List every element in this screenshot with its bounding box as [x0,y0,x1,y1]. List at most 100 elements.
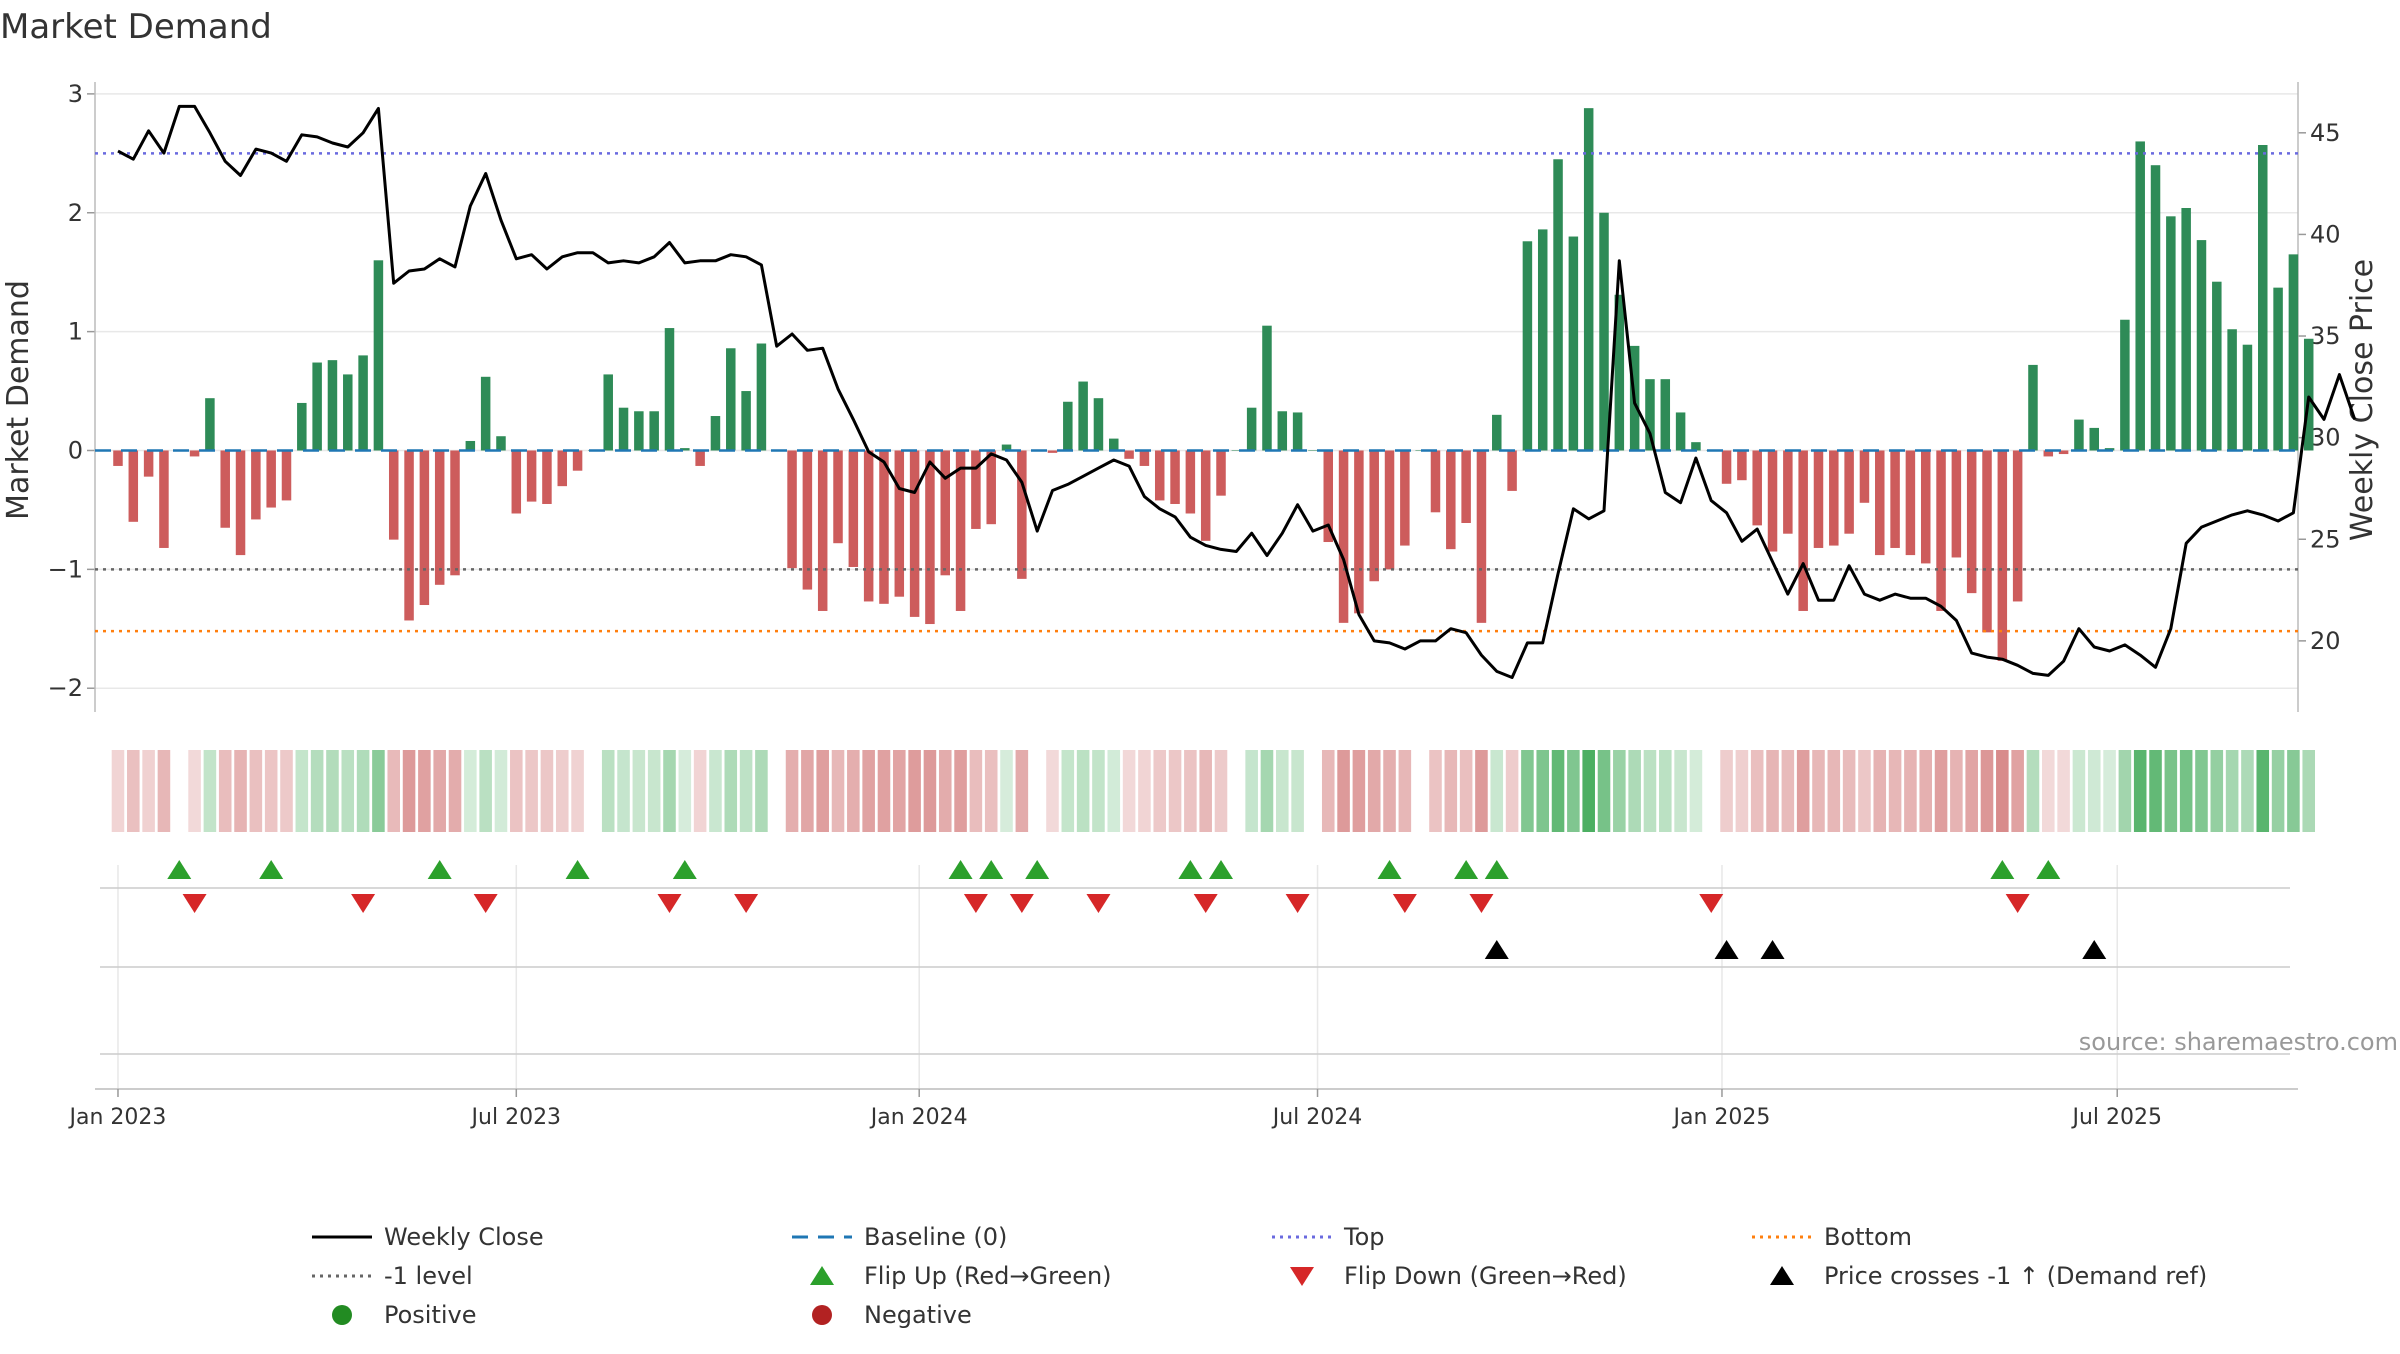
demand-bar [1216,450,1226,496]
legend-label: Price crosses -1 ↑ (Demand ref) [1824,1262,2207,1290]
heat-strip-cell [1184,750,1197,832]
demand-bar [1246,407,1257,451]
demand-bar [1691,442,1701,451]
demand-bar [1920,450,1931,564]
demand-bar [159,450,169,548]
heat-strip-cell [831,750,845,832]
demand-bar [1507,450,1517,491]
demand-bar [2227,329,2237,451]
heat-strip-cell [2042,750,2055,832]
demand-bar [680,448,690,451]
demand-bar [726,348,736,451]
demand-bar [1308,450,1318,451]
legend-item-positive: Positive [332,1301,477,1329]
demand-bar [741,391,751,451]
demand-bar [879,450,889,604]
flip-up-marker [1454,860,1479,879]
heat-strip-cell [1122,750,1136,832]
demand-bar [1476,450,1487,623]
demand-bar [2135,141,2145,451]
demand-bar [327,360,338,451]
heat-strip-cell [1735,750,1749,832]
y-left-tick-label: 2 [68,199,83,227]
x-tick-label: Jul 2024 [1271,1105,1363,1130]
demand-bar [802,450,813,590]
demand-bar [1982,450,1992,633]
demand-bar [480,376,491,451]
heat-strip-cell [1613,750,1626,832]
x-tick-label: Jul 2025 [2070,1105,2162,1130]
demand-bar [894,450,905,597]
heat-strip-cell [1337,750,1350,832]
heat-strip-cell [785,750,799,832]
legend-item-negative: Negative [812,1301,972,1329]
heat-strip-cell [234,750,247,832]
heat-strip-cell [1965,750,1978,832]
demand-bar [1721,450,1732,484]
flip-down-marker [1086,894,1111,913]
demand-bar [2288,254,2299,451]
demand-bar [297,402,307,451]
demand-bar [1905,450,1916,556]
y-right-tick-label: 25 [2310,525,2341,553]
demand-bar [1553,159,1563,451]
heat-strip-cell [1245,750,1258,832]
legend-label: Baseline (0) [864,1223,1007,1251]
demand-bar [1936,450,1946,611]
heat-strip-cell [1582,750,1595,832]
heat-strip-cell [1766,750,1779,832]
demand-bar [1017,450,1027,579]
heat-strip-cell [2118,750,2132,832]
heat-strip-cell [433,750,446,832]
legend-swatch-triangle-up [1770,1266,1794,1285]
heat-strip-cell [1750,750,1764,832]
heat-strip-cell [1628,750,1641,832]
demand-bar [1001,444,1012,451]
heat-strip-cell [724,750,738,832]
heat-strip-cell [2241,750,2254,832]
demand-bar [1813,450,1824,548]
heat-strip-cell [1980,750,1994,832]
heat-strip-cell [2225,750,2239,832]
flip-down-marker [1469,894,1494,913]
heat-strip-cell [387,750,401,832]
heat-strip-cell [2057,750,2070,832]
demand-bar [434,450,445,585]
heat-strip-cell [1490,750,1504,832]
legend-label: Positive [384,1301,477,1329]
heat-strip-cell [356,750,370,832]
heat-strip-cell [2087,750,2101,832]
demand-bar [664,328,675,451]
legend-swatch-triangle-up [810,1266,834,1285]
flip-up-marker [1209,860,1234,879]
demand-bar [358,355,368,451]
demand-bar [1783,450,1793,534]
demand-bar [1492,414,1502,451]
heat-strip-cell [693,750,707,832]
heat-strip-cell [525,750,538,832]
demand-bar [1767,450,1778,552]
heat-strip-cell [280,750,293,832]
heat-strip-cell [1061,750,1075,832]
heat-strip-cell [893,750,906,832]
heat-strip-cell [1107,750,1121,832]
demand-bar [1109,438,1119,451]
heat-strip-cell [1597,750,1611,832]
demand-bar [343,374,353,451]
demand-bar [649,411,659,451]
demand-bar [1660,379,1671,451]
flip-down-marker [734,894,759,913]
flip-up-marker [672,860,697,879]
flip-up-marker [979,860,1004,879]
heat-strip-cell [663,750,676,832]
heat-strip-cell [464,750,477,832]
x-tick-label: Jan 2025 [1672,1105,1771,1130]
heat-strip-cell [295,750,309,832]
demand-bar [2120,319,2130,451]
flip-down-marker [2005,894,2030,913]
heat-strip-cell [142,750,155,832]
heat-strip-cell [755,750,768,832]
heat-strip-cell [647,750,661,832]
heat-strip-cell [2011,750,2024,832]
legend-item-price_cross: Price crosses -1 ↑ (Demand ref) [1770,1262,2207,1290]
